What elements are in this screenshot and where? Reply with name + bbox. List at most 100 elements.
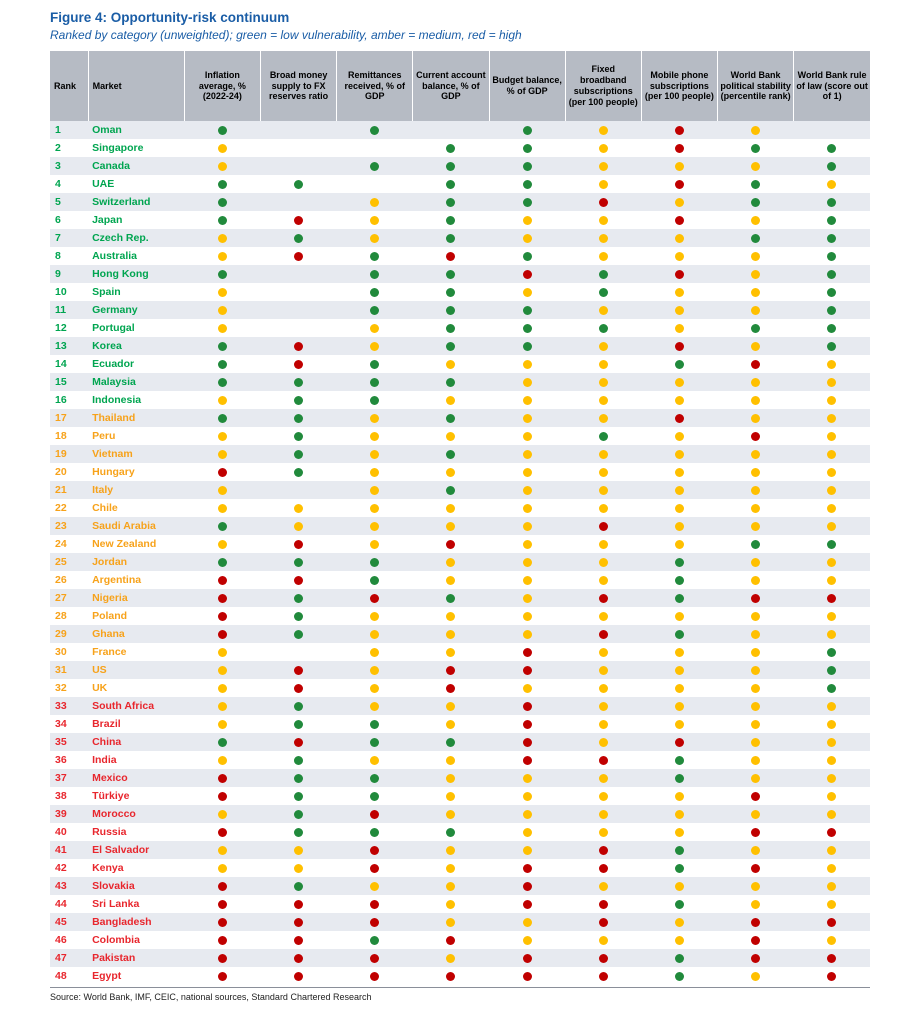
amber-dot-icon (446, 431, 456, 441)
indicator-cell (641, 949, 717, 967)
green-dot-icon (446, 413, 456, 423)
green-dot-icon (827, 683, 837, 693)
amber-dot-icon (674, 521, 684, 531)
green-dot-icon (522, 251, 532, 261)
indicator-cell (184, 301, 260, 319)
green-dot-icon (294, 611, 304, 621)
indicator-cell (718, 949, 794, 967)
table-row: 30 France (50, 643, 870, 661)
amber-dot-icon (217, 863, 227, 873)
amber-dot-icon (598, 881, 608, 891)
indicator-cell (260, 499, 336, 517)
rank-cell: 14 (55, 358, 67, 370)
market-cell: Singapore (92, 142, 144, 154)
indicator-cell (718, 391, 794, 409)
green-dot-icon (294, 413, 304, 423)
green-dot-icon (294, 701, 304, 711)
red-dot-icon (217, 881, 227, 891)
indicator-cell (641, 535, 717, 553)
indicator-cell (184, 229, 260, 247)
market-cell: Argentina (92, 574, 142, 586)
amber-dot-icon (446, 863, 456, 873)
rank-cell: 29 (55, 628, 67, 640)
market-cell: Colombia (92, 934, 140, 946)
green-dot-icon (446, 287, 456, 297)
green-dot-icon (370, 719, 380, 729)
indicator-cell (794, 643, 870, 661)
rank-cell: 17 (55, 412, 67, 424)
red-dot-icon (598, 755, 608, 765)
red-dot-icon (294, 539, 304, 549)
red-dot-icon (522, 737, 532, 747)
amber-dot-icon (751, 215, 761, 225)
market-cell: Saudi Arabia (92, 520, 156, 532)
market-cell: New Zealand (92, 538, 157, 550)
indicator-cell (260, 751, 336, 769)
indicator-cell (260, 661, 336, 679)
green-dot-icon (522, 143, 532, 153)
indicator-cell (718, 247, 794, 265)
indicator-cell (794, 679, 870, 697)
indicator-cell (413, 859, 489, 877)
indicator-cell (413, 499, 489, 517)
indicator-cell (718, 139, 794, 157)
market-cell: France (92, 646, 127, 658)
indicator-cell (489, 283, 565, 301)
indicator-cell (489, 787, 565, 805)
green-dot-icon (294, 233, 304, 243)
indicator-cell (489, 913, 565, 931)
amber-dot-icon (370, 881, 380, 891)
amber-dot-icon (522, 629, 532, 639)
indicator-cell (565, 913, 641, 931)
amber-dot-icon (446, 557, 456, 567)
red-dot-icon (370, 899, 380, 909)
table-row: 35 China (50, 733, 870, 751)
green-dot-icon (446, 161, 456, 171)
indicator-cell (413, 121, 489, 139)
amber-dot-icon (370, 701, 380, 711)
table-row: 13 Korea (50, 337, 870, 355)
indicator-cell (641, 499, 717, 517)
amber-dot-icon (598, 305, 608, 315)
indicator-cell (260, 841, 336, 859)
indicator-cell (565, 787, 641, 805)
indicator-cell (718, 301, 794, 319)
green-dot-icon (217, 413, 227, 423)
indicator-cell (718, 319, 794, 337)
indicator-cell (337, 319, 413, 337)
amber-dot-icon (598, 827, 608, 837)
red-dot-icon (751, 917, 761, 927)
amber-dot-icon (370, 539, 380, 549)
amber-dot-icon (598, 647, 608, 657)
amber-dot-icon (370, 449, 380, 459)
green-dot-icon (446, 377, 456, 387)
indicator-cell (337, 949, 413, 967)
amber-dot-icon (674, 935, 684, 945)
indicator-cell (337, 211, 413, 229)
indicator-cell (794, 697, 870, 715)
market-cell: Ecuador (92, 358, 135, 370)
table-row: 28 Poland (50, 607, 870, 625)
table-row: 44 Sri Lanka (50, 895, 870, 913)
indicator-cell (565, 427, 641, 445)
indicator-cell (489, 193, 565, 211)
rank-cell: 12 (55, 322, 67, 334)
green-dot-icon (827, 251, 837, 261)
indicator-cell (641, 337, 717, 355)
rank-cell: 2 (55, 142, 61, 154)
green-dot-icon (522, 179, 532, 189)
green-dot-icon (674, 773, 684, 783)
green-dot-icon (751, 323, 761, 333)
amber-dot-icon (217, 449, 227, 459)
indicator-cell (184, 499, 260, 517)
indicator-cell (489, 715, 565, 733)
indicator-cell (184, 553, 260, 571)
green-dot-icon (370, 359, 380, 369)
indicator-cell (260, 769, 336, 787)
indicator-cell (337, 589, 413, 607)
green-dot-icon (827, 323, 837, 333)
indicator-cell (184, 661, 260, 679)
rank-cell: 13 (55, 340, 67, 352)
table-row: 12 Portugal (50, 319, 870, 337)
indicator-cell (718, 355, 794, 373)
